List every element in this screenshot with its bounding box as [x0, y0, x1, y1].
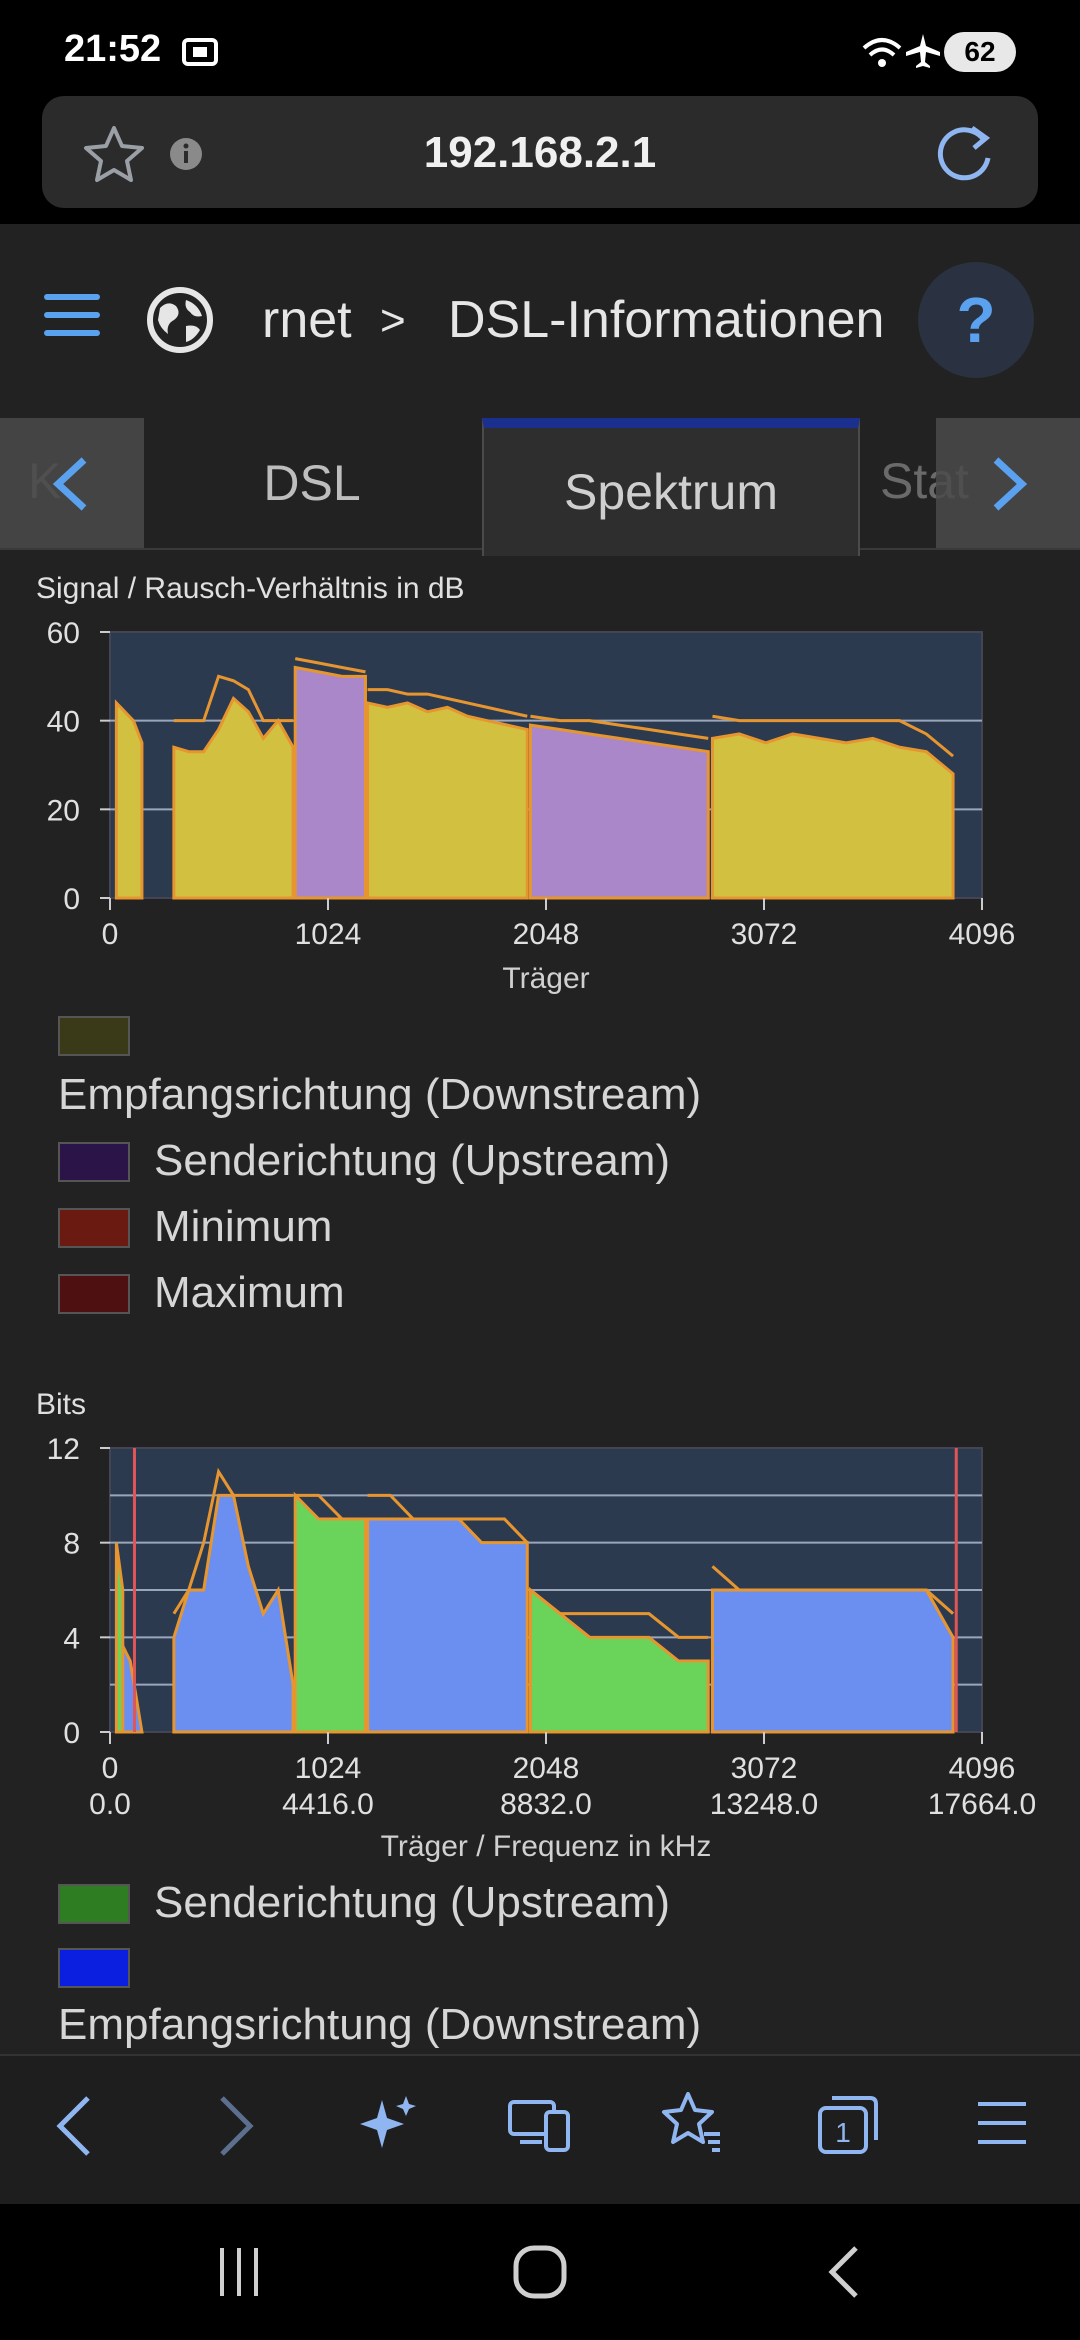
browser-toolbar [0, 2054, 1080, 2206]
legend-label-upstream: Senderichtung (Upstream) [154, 1136, 671, 1185]
tab-dsl[interactable]: DSL [263, 455, 361, 511]
x-tick-label: 4096 [949, 1752, 1016, 1785]
maximum-line [711, 1565, 955, 1615]
menu-icon[interactable] [974, 2098, 1030, 2148]
tab-spektrum[interactable]: Spektrum [482, 418, 860, 556]
legend-swatch-bits-downstream [58, 1948, 130, 1988]
legend-label-bits-upstream: Senderichtung (Upstream) [154, 1878, 671, 1927]
legend-label-maximum: Maximum [154, 1268, 345, 1317]
maximum-line [172, 1467, 294, 1615]
x-tick-label: 4096 [949, 918, 1016, 951]
chevron-left-icon [52, 457, 87, 511]
hamburger-menu-icon[interactable] [42, 290, 102, 342]
y-tick-label: 20 [47, 794, 80, 827]
forward-icon[interactable] [210, 2094, 260, 2158]
breadcrumb-separator: > [380, 296, 406, 345]
home-icon[interactable] [512, 2242, 568, 2302]
legend-label-minimum: Minimum [154, 1202, 333, 1251]
wifi-icon [862, 38, 902, 67]
x-axis-label: Träger / Frequenz in kHz [381, 1830, 712, 1863]
maximum-line [173, 674, 294, 723]
series-band-0 [710, 732, 955, 900]
tab-scroll-left-button[interactable] [0, 418, 144, 548]
globe-icon[interactable] [146, 286, 214, 354]
y-tick-label: 40 [47, 706, 80, 739]
y-tick-label: 8 [63, 1528, 80, 1561]
snr-chart-title: Signal / Rausch-Verhältnis in dB [36, 572, 465, 605]
legend-swatch-upstream [58, 1142, 130, 1182]
help-button[interactable]: ? [918, 262, 1034, 378]
y-tick-label: 0 [63, 1717, 80, 1750]
screenshot-icon [182, 38, 218, 66]
system-back-icon[interactable] [822, 2242, 866, 2302]
maximum-line [529, 1588, 709, 1639]
series-band-0 [710, 1588, 955, 1734]
y-tick-label: 4 [63, 1622, 80, 1655]
url-text[interactable]: 192.168.2.1 [423, 128, 657, 177]
maximum-line [367, 1493, 529, 1544]
legend-swatch-minimum [58, 1208, 130, 1248]
x-tick-freq-label: 4416.0 [282, 1788, 374, 1821]
x-tick-freq-label: 8832.0 [500, 1788, 592, 1821]
x-tick-label: 3072 [731, 1752, 798, 1785]
breadcrumb-current: DSL-Informationen [448, 291, 885, 349]
series-band-0 [366, 1517, 529, 1734]
bits-chart: 0481200.010244416.020488832.0307213248.0… [47, 1433, 1037, 1863]
bookmarks-icon[interactable] [660, 2090, 724, 2154]
maximum-line [367, 688, 528, 718]
battery-indicator: 62 [944, 32, 1016, 72]
devices-icon[interactable] [506, 2096, 572, 2154]
maximum-line [294, 657, 366, 674]
x-tick-label: 2048 [513, 918, 580, 951]
ai-sparkle-icon[interactable] [356, 2092, 420, 2156]
airplane-icon [906, 34, 940, 68]
series-band-1 [293, 1491, 367, 1734]
bits-chart-title: Bits [36, 1388, 87, 1421]
x-tick-label: 0 [102, 1752, 119, 1785]
status-time: 21:52 [64, 28, 162, 70]
recent-apps-icon[interactable] [214, 2244, 264, 2300]
tabs-count: 1 [835, 2117, 851, 2148]
x-tick-label: 0 [102, 918, 119, 951]
snr-chart: 0 20 40 60 0 1024 2048 3072 4096 Träger [47, 617, 1016, 995]
x-axis-label: Träger [502, 962, 589, 995]
x-tick-label: 2048 [513, 1752, 580, 1785]
y-tick-label: 12 [47, 1433, 80, 1466]
system-navigation-bar [0, 2204, 1080, 2340]
tabs-icon[interactable]: 1 [816, 2092, 880, 2156]
series-band-1 [528, 723, 710, 900]
x-tick-freq-label: 17664.0 [928, 1788, 1036, 1821]
legend-label-bits-downstream: Empfangsrichtung (Downstream) [58, 2000, 702, 2049]
reload-icon[interactable] [934, 120, 998, 184]
tab-scroll-right-button[interactable] [936, 418, 1080, 548]
series-band-1 [114, 1542, 125, 1734]
maximum-line [295, 1493, 366, 1521]
site-info-icon[interactable] [168, 136, 204, 172]
legend-swatch-bits-upstream [58, 1884, 130, 1924]
chevron-right-icon [993, 457, 1028, 511]
breadcrumb-parent[interactable]: rnet [262, 291, 352, 349]
x-tick-label: 3072 [731, 918, 798, 951]
x-tick-freq-label: 0.0 [89, 1788, 131, 1821]
legend-swatch-downstream [58, 1016, 130, 1056]
series-band-1 [293, 665, 367, 900]
x-tick-label: 1024 [295, 918, 362, 951]
maximum-line [712, 714, 955, 758]
maximum-line [530, 714, 709, 740]
series-band-0 [366, 701, 529, 900]
bookmark-star-icon[interactable] [82, 124, 146, 184]
back-icon[interactable] [50, 2094, 100, 2158]
url-bar[interactable] [42, 96, 1038, 208]
x-tick-label: 1024 [295, 1752, 362, 1785]
series-band-0 [172, 1493, 295, 1734]
y-tick-label: 60 [47, 617, 80, 650]
legend-swatch-maximum [58, 1274, 130, 1314]
legend-label-downstream: Empfangsrichtung (Downstream) [58, 1070, 702, 1119]
y-tick-label: 0 [63, 883, 80, 916]
series-band-0 [172, 696, 295, 900]
x-tick-freq-label: 13248.0 [710, 1788, 818, 1821]
series-band-0 [114, 699, 144, 900]
